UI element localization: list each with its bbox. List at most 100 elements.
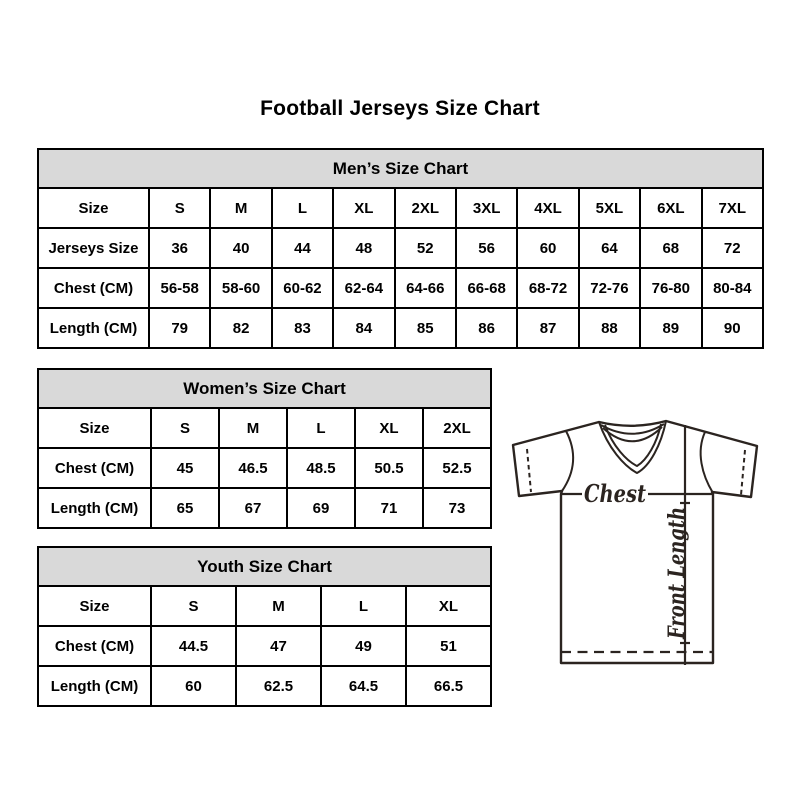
cell: 62.5 [235,665,322,707]
cell: 58-60 [209,267,273,309]
cell: 3XL [454,187,519,229]
cell: 90 [700,307,765,349]
womens-size-table: Women’s Size Chart Size S M L XL 2XL Chest (CM)… [37,368,492,529]
cell: 86 [454,307,519,349]
cell: 68 [639,227,703,269]
cell: S [150,585,237,627]
cell: 64.5 [320,665,407,707]
cell: 64-66 [393,267,457,309]
row-label: Size [37,407,152,449]
cell: 87 [516,307,580,349]
cell: 84 [332,307,396,349]
vneck-inner-line [604,423,662,467]
mens_chart-row: Size S M L XL 2XL 3XL 4XL 5XL 6XL 7XL [37,187,765,229]
jersey-sketch: Chest Front Length [511,419,759,665]
cell: M [235,585,322,627]
cell: 79 [147,307,212,349]
row-label: Chest (CM) [37,447,152,489]
cell: L [270,187,335,229]
cell: 60 [150,665,237,707]
womens_chart-title: Women’s Size Chart [37,368,492,409]
cell: 71 [354,487,424,529]
cell: 66.5 [405,665,492,707]
cell: S [147,187,212,229]
cell: XL [354,407,424,449]
cell: XL [332,187,396,229]
cell: M [218,407,288,449]
cell: 56 [454,227,519,269]
mens_chart-row: Length (CM) 79 82 83 84 85 86 87 88 89 90 [37,307,765,349]
cell: 44.5 [150,625,237,667]
row-label: Size [37,187,150,229]
left-cuff-dashed-seam [526,448,532,493]
cell: 65 [150,487,220,529]
cell: 52 [393,227,457,269]
cell: 52.5 [422,447,492,489]
cell: 56-58 [147,267,212,309]
cell: 5XL [577,187,642,229]
youth_chart-row: Size S M L XL [37,585,492,627]
cell: 85 [393,307,457,349]
front-length-label: Front Length [664,507,690,640]
womens_chart-row: Length (CM) 65 67 69 71 73 [37,487,492,529]
cell: 68-72 [516,267,580,309]
vneck-outer-line [598,420,667,474]
row-label: Chest (CM) [37,625,152,667]
cell: 80-84 [700,267,765,309]
cell: 47 [235,625,322,667]
cell: 7XL [700,187,765,229]
cell: 72 [700,227,765,269]
cell: 48.5 [286,447,356,489]
cell: XL [405,585,492,627]
row-label: Chest (CM) [37,267,150,309]
cell: 83 [270,307,335,349]
page-title: Football Jerseys Size Chart [260,97,540,120]
cell: 4XL [516,187,580,229]
cell: M [209,187,273,229]
cell: 76-80 [639,267,703,309]
cell: 50.5 [354,447,424,489]
row-label: Length (CM) [37,665,152,707]
cell: 62-64 [332,267,396,309]
row-label: Length (CM) [37,487,152,529]
cell: 2XL [422,407,492,449]
jersey-measurement-diagram: Chest Front Length [500,402,772,694]
cell: L [320,585,407,627]
cell: 60 [516,227,580,269]
cell: S [150,407,220,449]
mens_chart-title: Men’s Size Chart [37,148,764,189]
cell: 46.5 [218,447,288,489]
row-label: Length (CM) [37,307,150,349]
mens-size-table: Men’s Size Chart Size S M L XL 2XL 3XL 4XL 5XL 6XL… [37,148,765,349]
chest-label: Chest [584,479,646,508]
cell: 2XL [393,187,457,229]
mens_chart-row: Chest (CM) 56-58 58-60 60-62 62-64 64-66 66-68… [37,267,765,309]
cell: 49 [320,625,407,667]
cell: 6XL [639,187,703,229]
youth_chart-row: Chest (CM) 44.5 47 49 51 [37,625,492,667]
cell: L [286,407,356,449]
left-armhole-seam [561,430,575,492]
youth-size-table: Youth Size Chart Size S M L XL Chest (CM) 44.5 4… [37,546,492,707]
youth_chart-title: Youth Size Chart [37,546,492,587]
cell: 88 [577,307,642,349]
row-label: Size [37,585,152,627]
youth_chart-row: Length (CM) 60 62.5 64.5 66.5 [37,665,492,707]
cell: 72-76 [577,267,642,309]
cell: 64 [577,227,642,269]
womens_chart-row: Chest (CM) 45 46.5 48.5 50.5 52.5 [37,447,492,489]
cell: 67 [218,487,288,529]
cell: 44 [270,227,335,269]
cell: 45 [150,447,220,489]
jersey-outline-shape [511,419,759,665]
cell: 89 [639,307,703,349]
cell: 69 [286,487,356,529]
right-armhole-seam [699,431,714,494]
cell: 51 [405,625,492,667]
mens_chart-row: Jerseys Size 36 40 44 48 52 56 60 64 68 72 [37,227,765,269]
row-label: Jerseys Size [37,227,150,269]
cell: 36 [147,227,212,269]
cell: 60-62 [270,267,335,309]
cell: 48 [332,227,396,269]
